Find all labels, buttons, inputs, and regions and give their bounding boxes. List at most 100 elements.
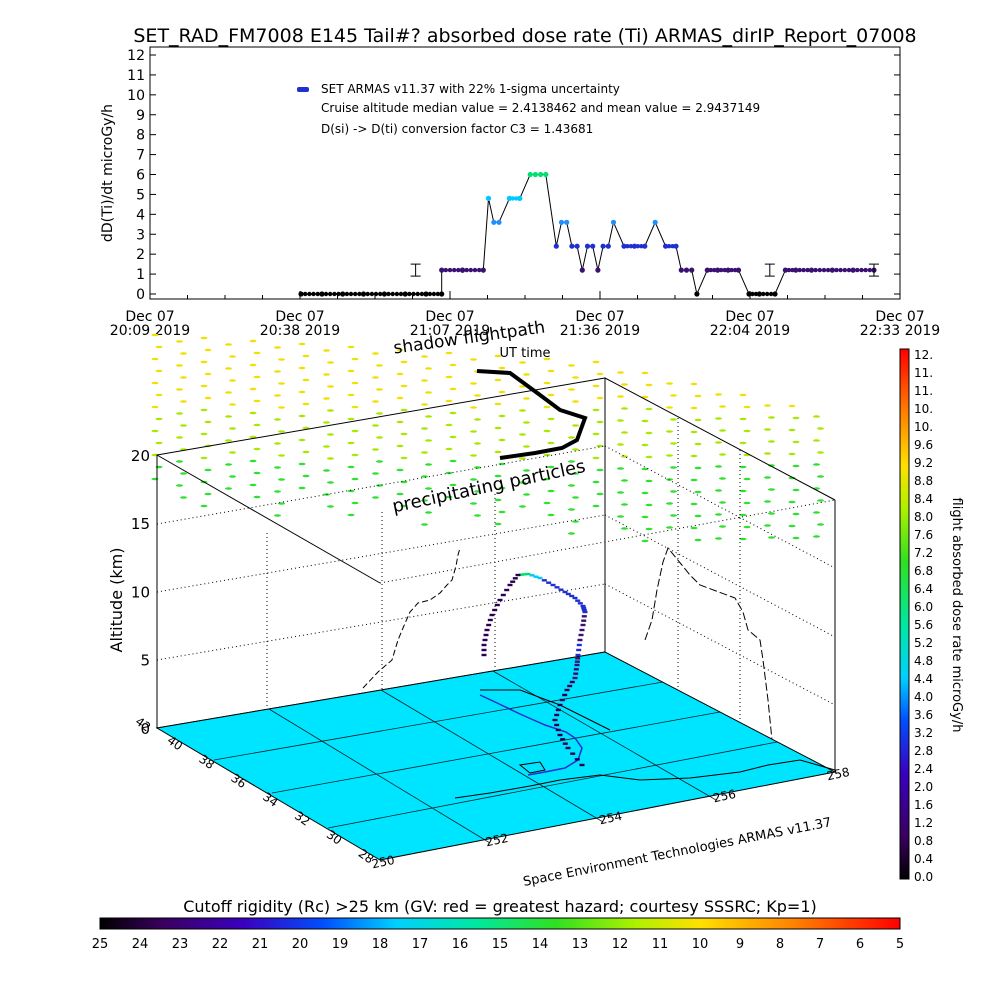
particle-marker bbox=[351, 381, 359, 385]
particle-marker bbox=[694, 490, 702, 494]
particle-marker bbox=[641, 467, 649, 471]
particle-marker bbox=[253, 399, 261, 403]
particle-marker bbox=[445, 399, 453, 403]
y-tick-label: 10 bbox=[127, 88, 145, 104]
data-point bbox=[663, 243, 669, 249]
data-point bbox=[825, 267, 831, 273]
particle-marker bbox=[617, 467, 624, 470]
particle-marker bbox=[792, 512, 800, 516]
particle-marker bbox=[176, 388, 183, 391]
rigidity-colorbar-tick-label: 25 bbox=[92, 937, 109, 952]
track-segment bbox=[577, 602, 583, 605]
particle-marker bbox=[200, 336, 208, 340]
data-point bbox=[729, 267, 734, 273]
particle-marker bbox=[253, 423, 261, 427]
rigidity-colorbar-fill bbox=[99, 917, 901, 930]
particle-marker bbox=[494, 354, 502, 358]
track-segment bbox=[573, 672, 579, 675]
particle-marker bbox=[690, 454, 698, 458]
particle-marker bbox=[645, 383, 653, 387]
wall-grid-line bbox=[156, 583, 606, 661]
particle-marker bbox=[596, 468, 604, 472]
particle-marker bbox=[739, 417, 747, 421]
dose-colorbar-tick-label: 6.8 bbox=[914, 564, 933, 578]
particle-marker bbox=[592, 480, 600, 484]
particle-marker bbox=[347, 513, 355, 517]
particle-marker bbox=[739, 489, 747, 493]
particle-marker bbox=[547, 369, 555, 373]
data-point bbox=[569, 243, 575, 249]
particle-marker bbox=[764, 428, 771, 431]
wall-gridlines bbox=[156, 445, 836, 706]
shadow-track-left-wall bbox=[362, 547, 461, 689]
credit-label: Space Environment Technologies ARMAS v11… bbox=[522, 815, 833, 890]
data-point bbox=[464, 267, 469, 273]
legend-line-3: D(si) -> D(ti) conversion factor C3 = 1.… bbox=[321, 122, 593, 136]
track-segment bbox=[554, 586, 560, 589]
track-segment bbox=[557, 703, 563, 707]
data-point bbox=[538, 171, 544, 178]
rigidity-colorbar-tick-label: 20 bbox=[292, 937, 309, 952]
altitude-tick-label: 20 bbox=[131, 447, 150, 465]
particle-marker bbox=[641, 419, 649, 423]
particle-marker bbox=[641, 371, 649, 375]
dose-colorbar-tick-label: 2.0 bbox=[914, 780, 933, 794]
particle-marker bbox=[151, 429, 159, 433]
y-tick-label: 7 bbox=[136, 148, 145, 164]
dose-colorbar-tick-label: 8.8 bbox=[914, 474, 933, 488]
particle-marker bbox=[788, 500, 796, 504]
particle-marker bbox=[547, 513, 555, 517]
particle-marker bbox=[180, 496, 187, 499]
particle-marker bbox=[421, 379, 428, 382]
y-tick-label: 11 bbox=[127, 68, 145, 84]
track-segment bbox=[541, 579, 547, 582]
y-tick-label: 3 bbox=[136, 227, 145, 243]
data-point bbox=[683, 267, 690, 273]
data-point bbox=[431, 291, 437, 297]
particle-marker bbox=[547, 489, 555, 493]
track-segment bbox=[529, 574, 535, 577]
track-segment bbox=[557, 733, 563, 737]
data-point bbox=[850, 267, 856, 273]
y-tick-label: 1 bbox=[136, 267, 145, 283]
altitude-axis-label: Altitude (km) bbox=[107, 548, 126, 653]
dose-colorbar-tick-label: 7.6 bbox=[914, 528, 933, 542]
particle-marker bbox=[470, 502, 477, 505]
data-point bbox=[373, 291, 379, 297]
particle-marker bbox=[253, 375, 261, 379]
particle-marker bbox=[323, 397, 330, 400]
particle-marker bbox=[445, 375, 453, 379]
particle-marker bbox=[719, 405, 726, 408]
particle-marker bbox=[523, 421, 530, 424]
legend-line-1: SET ARMAS v11.37 with 22% 1-sigma uncert… bbox=[321, 82, 620, 96]
particle-marker bbox=[400, 360, 408, 364]
particle-marker bbox=[645, 527, 653, 531]
data-point bbox=[846, 267, 852, 273]
particle-marker bbox=[445, 447, 453, 451]
track-segment bbox=[555, 708, 561, 712]
particle-marker bbox=[151, 405, 159, 409]
data-point bbox=[459, 267, 466, 273]
data-point bbox=[506, 195, 512, 201]
particle-marker bbox=[302, 474, 310, 478]
data-point bbox=[477, 267, 482, 273]
particle-marker bbox=[225, 487, 232, 490]
rigidity-colorbar-tick-label: 5 bbox=[896, 937, 904, 952]
particle-marker bbox=[670, 466, 677, 469]
particle-marker bbox=[768, 440, 775, 443]
particle-marker bbox=[666, 430, 673, 433]
particle-marker bbox=[474, 490, 481, 493]
data-point bbox=[859, 267, 864, 273]
data-point bbox=[381, 291, 387, 297]
particle-marker bbox=[376, 364, 383, 367]
particle-marker bbox=[572, 520, 579, 523]
data-point bbox=[678, 267, 684, 273]
particle-marker bbox=[396, 372, 404, 376]
particle-marker bbox=[151, 357, 159, 361]
track-segment bbox=[512, 577, 518, 580]
flight-track-ground-shadow bbox=[479, 694, 583, 776]
data-point bbox=[605, 243, 611, 249]
particle-marker bbox=[739, 441, 747, 445]
box-front-top-edge bbox=[156, 454, 381, 584]
